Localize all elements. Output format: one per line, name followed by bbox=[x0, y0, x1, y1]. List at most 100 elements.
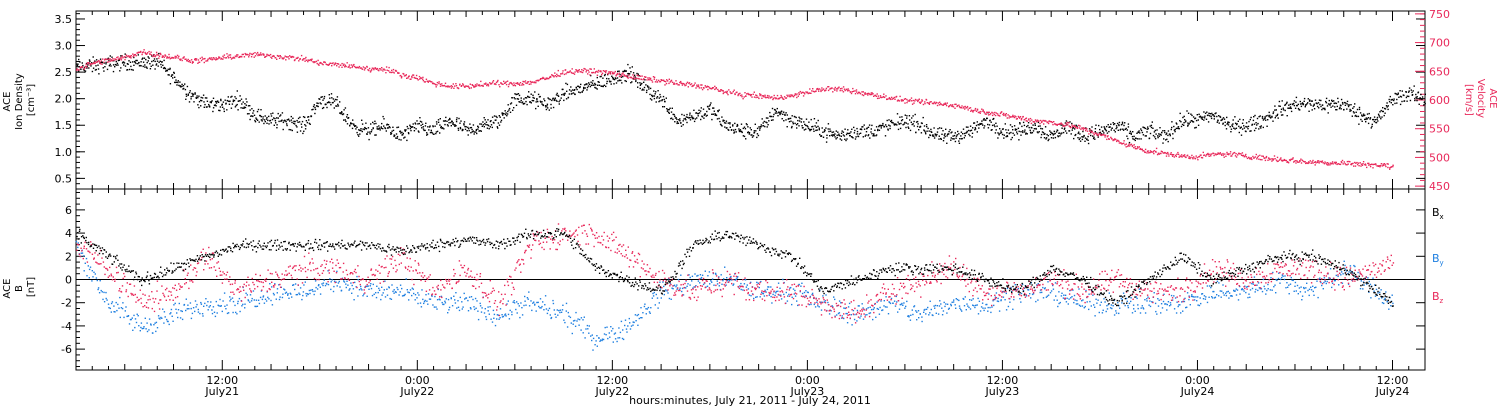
density-point bbox=[332, 98, 335, 100]
velocity-point bbox=[846, 88, 848, 91]
density-point bbox=[1163, 138, 1165, 140]
density-point bbox=[308, 119, 310, 121]
density-point bbox=[376, 126, 378, 128]
velocity-point bbox=[360, 67, 362, 69]
velocity-point bbox=[817, 88, 819, 91]
density-point bbox=[262, 116, 264, 118]
density-point bbox=[732, 125, 734, 127]
velocity-point bbox=[620, 75, 622, 77]
velocity-point bbox=[1184, 154, 1186, 156]
velocity-point bbox=[512, 84, 514, 87]
density-point bbox=[124, 65, 127, 67]
density-tick-label: 3.5 bbox=[55, 13, 73, 26]
density-point bbox=[477, 128, 479, 130]
velocity-point bbox=[118, 58, 121, 60]
density-point bbox=[1302, 103, 1304, 106]
density-point bbox=[1118, 124, 1120, 127]
density-point bbox=[455, 120, 458, 123]
density-point bbox=[1049, 130, 1051, 132]
velocity-point bbox=[1339, 163, 1342, 166]
density-point bbox=[867, 134, 870, 136]
density-point bbox=[346, 116, 348, 118]
velocity-point bbox=[849, 91, 852, 93]
density-point bbox=[878, 125, 880, 128]
density-point bbox=[226, 109, 228, 111]
by-point bbox=[373, 293, 375, 295]
time-tick-label: 12:00 bbox=[1377, 374, 1409, 387]
velocity-point bbox=[320, 62, 322, 64]
density-point bbox=[936, 131, 939, 133]
velocity-point bbox=[1134, 146, 1136, 148]
density-point bbox=[1398, 96, 1400, 98]
velocity-point bbox=[461, 85, 463, 87]
density-point bbox=[404, 130, 406, 132]
density-point bbox=[528, 91, 530, 93]
velocity-point bbox=[263, 53, 265, 56]
density-point bbox=[698, 112, 701, 114]
velocity-point bbox=[673, 82, 675, 84]
velocity-point bbox=[434, 83, 436, 85]
by-point bbox=[282, 293, 284, 295]
density-point bbox=[1272, 112, 1274, 115]
density-point bbox=[1139, 132, 1141, 134]
density-point bbox=[969, 130, 972, 132]
density-point bbox=[1256, 124, 1258, 126]
density-point bbox=[774, 112, 777, 114]
velocity-point bbox=[1153, 150, 1155, 152]
velocity-point bbox=[130, 57, 132, 59]
density-point bbox=[723, 122, 726, 124]
density-point bbox=[222, 101, 225, 103]
velocity-point bbox=[686, 81, 689, 83]
velocity-point bbox=[451, 86, 454, 88]
velocity-point bbox=[1019, 116, 1022, 118]
density-point bbox=[471, 131, 473, 133]
velocity-point bbox=[825, 87, 828, 90]
density-point bbox=[1230, 131, 1232, 133]
velocity-point bbox=[1312, 159, 1314, 162]
density-point bbox=[1116, 122, 1119, 125]
density-point bbox=[869, 137, 871, 139]
density-point bbox=[760, 124, 762, 126]
density-point bbox=[1112, 122, 1114, 124]
density-point bbox=[946, 142, 948, 144]
density-point bbox=[554, 97, 556, 99]
density-point bbox=[726, 127, 728, 129]
density-point bbox=[781, 118, 783, 120]
density-point bbox=[384, 127, 387, 130]
velocity-point bbox=[698, 87, 701, 89]
velocity-point bbox=[195, 58, 198, 60]
velocity-point bbox=[1331, 162, 1333, 164]
by-point bbox=[321, 283, 323, 285]
density-point bbox=[1026, 125, 1028, 128]
velocity-point bbox=[179, 58, 181, 60]
velocity-point bbox=[197, 62, 199, 64]
density-point bbox=[169, 68, 171, 71]
velocity-point bbox=[984, 113, 987, 115]
density-point bbox=[1105, 125, 1108, 128]
density-point bbox=[117, 59, 120, 62]
density-point bbox=[810, 128, 812, 131]
density-point bbox=[829, 135, 831, 137]
density-point bbox=[115, 64, 118, 66]
density-point bbox=[496, 126, 498, 128]
velocity-point bbox=[1186, 154, 1189, 156]
density-point bbox=[110, 65, 112, 67]
density-point bbox=[1387, 105, 1389, 107]
density-point bbox=[1165, 139, 1167, 141]
velocity-point bbox=[228, 54, 230, 56]
velocity-point bbox=[420, 77, 422, 79]
velocity-point bbox=[759, 94, 761, 97]
velocity-point bbox=[1241, 152, 1244, 154]
velocity-point bbox=[1160, 152, 1162, 155]
density-point bbox=[476, 132, 478, 135]
velocity-point bbox=[676, 82, 678, 85]
density-point bbox=[753, 130, 755, 132]
density-point bbox=[1062, 131, 1065, 134]
density-point bbox=[229, 100, 231, 102]
density-point bbox=[1201, 118, 1203, 120]
density-point bbox=[262, 118, 264, 120]
by-point bbox=[317, 284, 320, 287]
velocity-point bbox=[327, 64, 330, 66]
velocity-point bbox=[163, 56, 165, 59]
velocity-point bbox=[553, 76, 555, 78]
